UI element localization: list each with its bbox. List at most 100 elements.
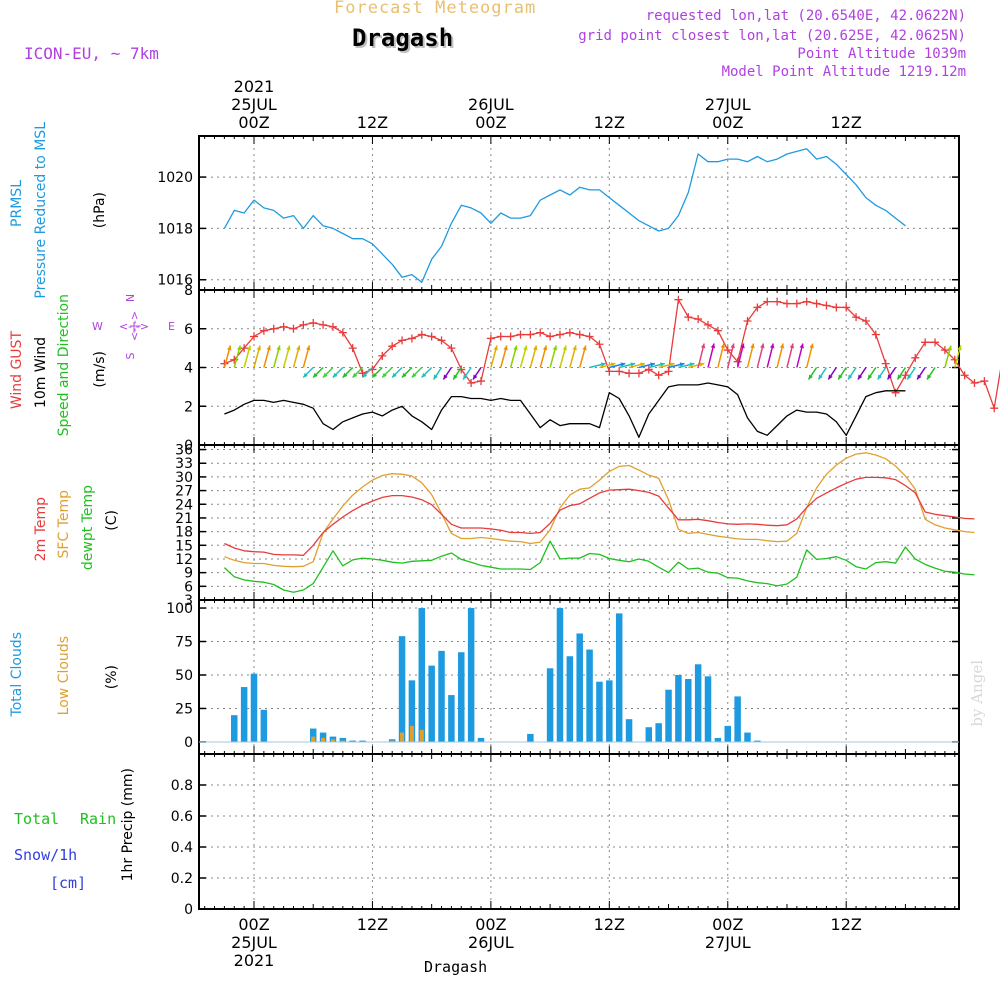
t2m-line (224, 476, 975, 556)
temp-ytick-label: 18 (175, 525, 193, 541)
wind-arrowhead (503, 345, 508, 351)
gust-marker (970, 379, 979, 387)
gust-marker (674, 295, 683, 304)
wind-arrowhead (296, 345, 301, 351)
bottom-axis-label: 26JUL (468, 933, 514, 952)
wind-arrowhead (513, 345, 518, 351)
wind-arrowhead (362, 372, 368, 378)
wind-arrowhead (769, 343, 775, 349)
wind-arrowhead (332, 372, 338, 378)
wind-arrowhead (799, 343, 804, 349)
low-cloud-bar (311, 736, 316, 742)
gust-marker (516, 330, 525, 339)
wind-arrowhead (650, 362, 655, 367)
total-cloud-bar (408, 680, 416, 742)
wind-arrowhead (493, 345, 498, 351)
total-cloud-bar (319, 732, 327, 742)
gust-marker (891, 388, 900, 397)
gust-marker (812, 299, 821, 308)
wind-speed-line (224, 382, 906, 438)
wind-arrowhead (305, 345, 311, 351)
temp-panel-bg (199, 445, 959, 600)
gust-marker (684, 313, 693, 322)
gust-marker (546, 332, 555, 341)
total-cloud-bar (675, 674, 682, 742)
total-cloud-bar (556, 608, 564, 742)
wind-arrowhead (473, 374, 478, 380)
gust-marker (328, 322, 337, 331)
gust-marker (832, 303, 841, 312)
gust-marker (763, 297, 772, 306)
total-cloud-bar (685, 679, 692, 742)
wind-arrowhead (887, 374, 892, 380)
wind-arrowhead (610, 362, 616, 367)
wind-arrowhead (809, 343, 814, 349)
total-cloud-bar (744, 732, 751, 742)
gust-marker (654, 371, 663, 380)
wind-arrowhead (372, 372, 378, 378)
wind-arrowhead (720, 343, 726, 349)
wind-arrowhead (352, 372, 358, 378)
wind-arrowhead (523, 345, 528, 351)
gust-marker (555, 330, 564, 339)
total-cloud-bar (398, 636, 406, 742)
wind-arrowhead (828, 374, 833, 380)
clouds-ytick-label: 50 (175, 668, 193, 684)
gust-marker (437, 336, 446, 345)
wind-arrowhead (789, 343, 795, 349)
total-cloud-bar (260, 709, 268, 742)
precip-ytick-label: 0.8 (171, 778, 193, 794)
gust-marker (506, 332, 515, 341)
precip-ytick-label: 0.6 (171, 809, 193, 825)
wind-arrowhead (897, 374, 902, 380)
gust-marker (990, 404, 999, 413)
wind-arrowhead (421, 372, 427, 378)
wind-arrowhead (236, 345, 242, 351)
precip-ytick-label: 0.2 (171, 871, 193, 887)
clouds-ytick-label: 100 (166, 601, 193, 617)
temp-ytick-label: 36 (175, 443, 193, 459)
gust-marker (240, 344, 249, 353)
wind-arrowhead (620, 362, 626, 367)
total-cloud-bar (625, 719, 633, 742)
pressure-ytick-label: 1018 (157, 221, 193, 237)
wind-arrowhead (808, 374, 813, 380)
low-cloud-bar (390, 740, 395, 742)
gust-marker (299, 320, 308, 329)
wind-arrowhead (382, 372, 387, 378)
total-cloud-bar (418, 608, 426, 742)
gust-marker (309, 318, 318, 327)
gust-marker (536, 328, 545, 337)
total-cloud-bar (527, 733, 534, 742)
gust-marker (881, 359, 890, 368)
gust-marker (802, 297, 811, 306)
gust-marker (348, 344, 357, 353)
gust-marker (250, 332, 258, 341)
gust-marker (417, 330, 426, 339)
prmsl-line (223, 148, 906, 283)
gust-marker (931, 338, 940, 347)
gust-marker (496, 332, 505, 341)
gust-marker (704, 320, 713, 329)
total-cloud-bar (596, 681, 603, 742)
gust-marker (960, 371, 969, 380)
total-cloud-bar (694, 664, 702, 742)
wind-arrowhead (848, 374, 853, 380)
precip-ytick-label: 0 (184, 902, 193, 918)
gust-marker (733, 357, 742, 366)
bottom-axis-label: 00Z (238, 915, 269, 934)
wind-arrowhead (572, 345, 577, 351)
total-cloud-bar (586, 649, 593, 742)
tsfc-line (224, 452, 975, 568)
temp-ytick-label: 21 (175, 511, 193, 527)
snow-unit: [cm] (50, 874, 87, 892)
gust-marker (467, 379, 476, 387)
wind-arrowhead (669, 362, 675, 367)
wind-ytick-label: 8 (184, 283, 193, 299)
gust-marker (447, 344, 456, 353)
wind-arrowhead (867, 374, 873, 380)
wind-arrowhead (227, 345, 232, 351)
total-cloud-bar (566, 656, 574, 742)
gust-marker (526, 330, 535, 339)
wind-arrowhead (947, 345, 952, 351)
